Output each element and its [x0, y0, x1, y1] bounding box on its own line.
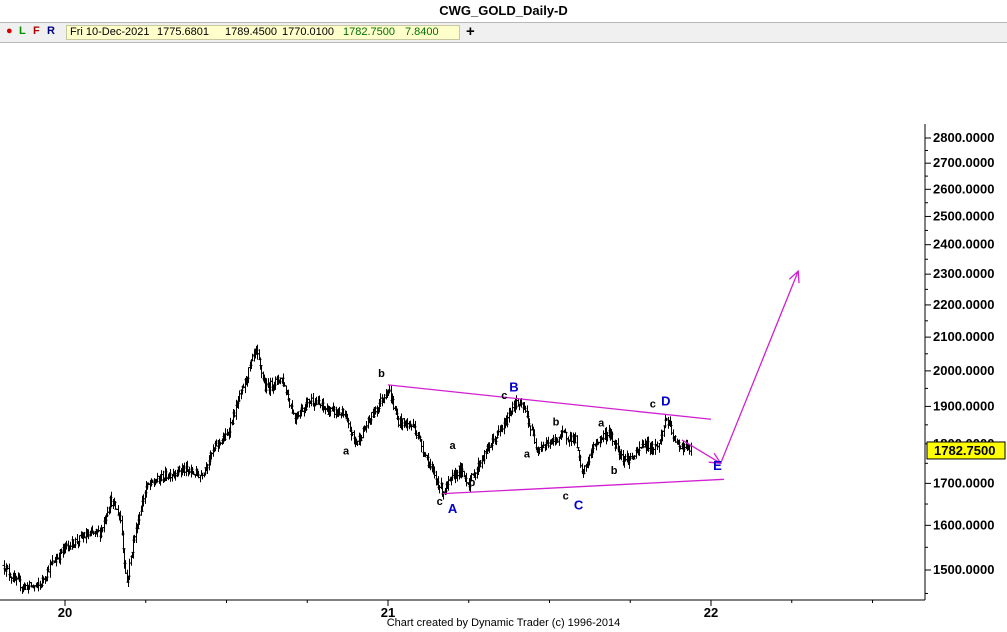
y-axis: 1500.00001600.00001700.00001800.00001900…: [925, 130, 994, 594]
projection-arrowhead: [788, 269, 800, 284]
bar-info-readout: Fri 10-Dec-2021 1775.6801 1789.4500 1770…: [66, 25, 460, 40]
price-bar: [575, 435, 580, 449]
wave-label-major: B: [509, 380, 518, 395]
wave-label-major: E: [713, 458, 722, 473]
y-tick-label: 2700.0000: [933, 155, 994, 170]
y-tick-label: 2500.0000: [933, 208, 994, 223]
x-tick-label: 21: [381, 605, 395, 617]
wave-label-minor: c: [650, 398, 656, 410]
price-bar: [601, 430, 606, 443]
wave-label-minor: a: [598, 417, 605, 429]
x-tick-label: 20: [58, 605, 72, 617]
projection-line: [681, 439, 722, 464]
price-bar: [528, 425, 533, 437]
price-bar: [546, 436, 551, 449]
y-tick-label: 2600.0000: [933, 181, 994, 196]
y-tick-label: 1500.0000: [933, 562, 994, 577]
triangle-boundary-line: [442, 478, 724, 495]
projection-line: [720, 270, 799, 464]
wave-label-minor: b: [611, 465, 618, 477]
wave-label-minor: c: [437, 496, 443, 508]
add-button[interactable]: +: [466, 23, 475, 40]
price-bar: [96, 525, 101, 533]
price-bar: [50, 554, 55, 566]
wave-label-minor: c: [501, 390, 507, 402]
y-tick-label: 2100.0000: [933, 329, 994, 344]
wave-label-minor: b: [553, 417, 560, 429]
ohlc-bars: [2, 344, 694, 594]
price-bar: [663, 414, 668, 429]
price-bar: [198, 475, 203, 483]
price-bar: [7, 563, 12, 581]
price-bar: [564, 431, 569, 445]
y-tick-label: 2200.0000: [933, 297, 994, 312]
info-close: 1782.7500: [343, 26, 395, 38]
y-tick-label: 2400.0000: [933, 237, 994, 252]
price-bar: [657, 443, 662, 453]
wave-label-major: A: [448, 501, 458, 516]
y-tick-label: 2000.0000: [933, 363, 994, 378]
f-button[interactable]: F: [33, 25, 40, 37]
l-button[interactable]: L: [19, 25, 26, 37]
triangle-boundary-line: [387, 384, 712, 420]
wave-label-major: D: [661, 393, 670, 408]
chart-title: CWG_GOLD_Daily-D: [439, 3, 568, 18]
record-dot-button[interactable]: ●: [6, 25, 13, 37]
price-bar: [655, 441, 660, 451]
y-tick-label: 1700.0000: [933, 475, 994, 490]
x-tick-label: 22: [704, 605, 718, 617]
price-bar: [332, 405, 337, 419]
info-high: 1789.4500: [225, 26, 277, 38]
toolbar: ● L F R Fri 10-Dec-2021 1775.6801 1789.4…: [0, 22, 1007, 43]
info-open: 1775.6801: [157, 26, 209, 38]
info-date: Fri 10-Dec-2021: [70, 26, 150, 38]
wave-label-minor: c: [563, 490, 569, 502]
wave-label-minor: b: [378, 368, 385, 380]
price-bar: [9, 576, 14, 584]
y-tick-label: 1900.0000: [933, 398, 994, 413]
info-change: 7.8400: [405, 26, 439, 38]
y-tick-label: 2300.0000: [933, 266, 994, 281]
info-low: 1770.0100: [282, 26, 334, 38]
wave-label-minor: b: [469, 477, 476, 489]
price-bar: [409, 424, 414, 431]
chart-credit: Chart created by Dynamic Trader (c) 1996…: [386, 617, 621, 629]
pattern-overlays: [387, 269, 800, 495]
price-bar: [2, 560, 7, 575]
last-price-label: 1782.7500: [934, 443, 995, 458]
wave-label-minor: a: [450, 440, 457, 452]
r-button[interactable]: R: [47, 25, 55, 37]
last-price-marker: 1782.7500: [926, 441, 1006, 460]
y-tick-label: 1600.0000: [933, 517, 994, 532]
y-tick-label: 2800.0000: [933, 130, 994, 145]
price-bar: [653, 438, 658, 455]
wave-label-minor: a: [524, 448, 531, 460]
x-axis: 20 21 22: [58, 600, 873, 617]
last-price-box: [926, 441, 1006, 460]
wave-label-major: C: [574, 498, 584, 513]
wave-label-minor: a: [343, 445, 350, 457]
